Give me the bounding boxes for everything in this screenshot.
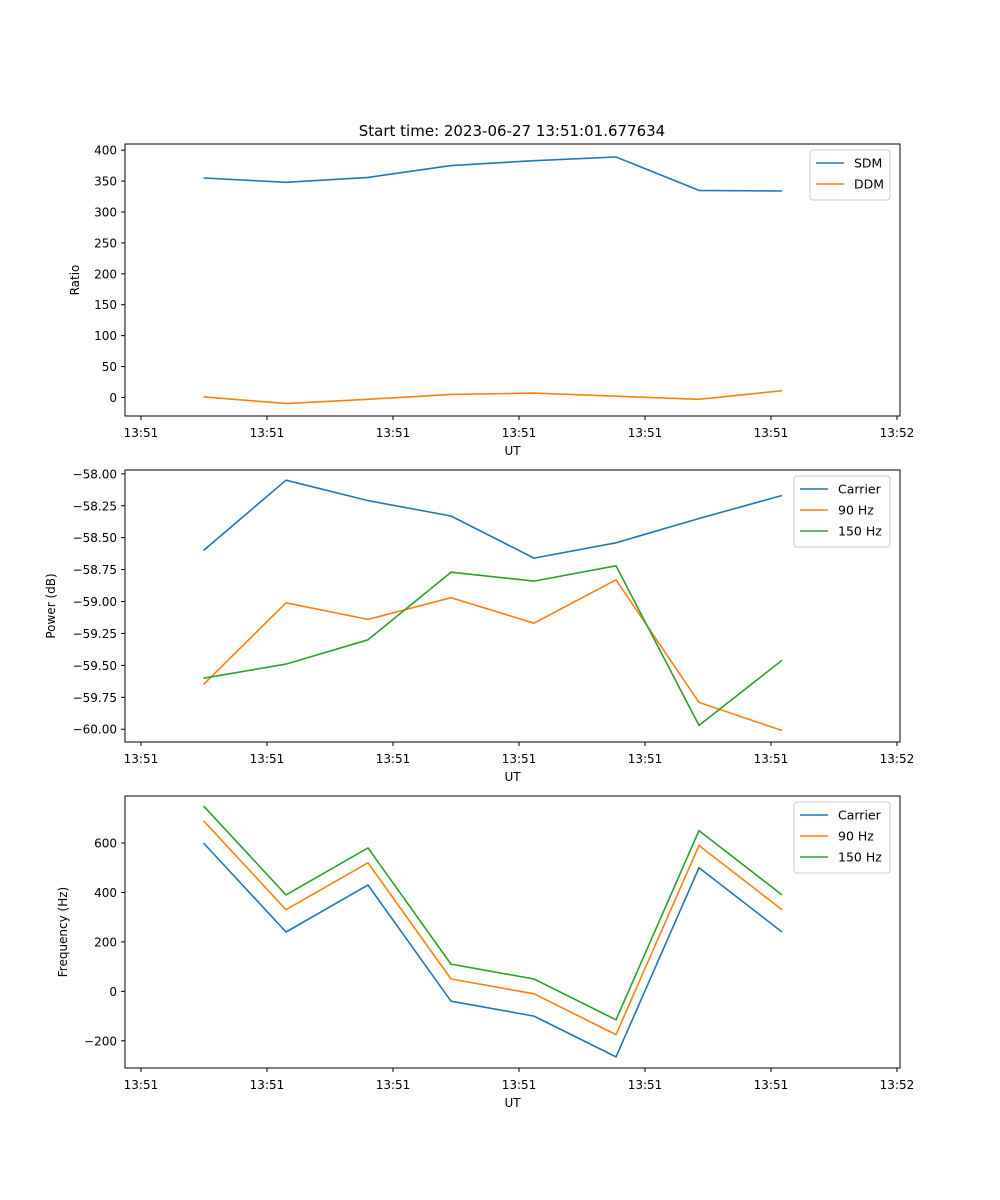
y-tick-label: 150 <box>94 298 117 312</box>
x-axis-label: UT <box>504 770 521 784</box>
series-line-3 <box>202 805 783 1021</box>
power-chart: −58.00 −58.25 −58.50 −58.75 −59.00 −59.25 −59.… <box>44 467 914 784</box>
axes-frame <box>124 143 901 417</box>
legend-label: 90 Hz <box>838 503 874 518</box>
legend-label: SDM <box>854 156 882 171</box>
y-tick-label: 350 <box>94 175 117 189</box>
x-tick-label: 13:51 <box>376 752 411 766</box>
x-tick-label: 13:51 <box>502 1078 537 1092</box>
axes-frame <box>124 795 901 1069</box>
x-axis-label: UT <box>504 1096 521 1110</box>
y-tick-label: −58.00 <box>73 467 117 481</box>
y-tick-label: −59.00 <box>73 595 117 609</box>
y-tick-label: 400 <box>94 144 117 158</box>
y-tick-label: −59.50 <box>73 659 117 673</box>
series-line-2 <box>203 389 783 405</box>
x-tick-label: 13:51 <box>124 1078 159 1092</box>
x-tick-label: 13:51 <box>628 426 663 440</box>
series-line-2 <box>202 820 783 1036</box>
legend-box <box>793 475 891 548</box>
x-tick-label: 13:51 <box>628 752 663 766</box>
y-tick-label: −59.75 <box>73 691 117 705</box>
legend-label: 150 Hz <box>838 524 882 539</box>
x-tick-label: 13:52 <box>880 752 915 766</box>
series-line-1 <box>203 156 783 192</box>
x-tick-label: 13:51 <box>124 426 159 440</box>
y-axis-label: Power (dB) <box>44 573 58 638</box>
x-tick-label: 13:51 <box>754 752 789 766</box>
frequency-chart: −200 0 200 400 600 13:51 13:51 13:51 13:51 13:51 1… <box>56 795 915 1110</box>
series-line-3 <box>203 564 783 727</box>
y-tick-label: 0 <box>109 391 117 405</box>
legend-label: 150 Hz <box>838 850 882 865</box>
x-tick-label: 13:51 <box>250 752 285 766</box>
x-axis-label: UT <box>504 444 521 458</box>
y-tick-label: −58.25 <box>73 499 117 513</box>
y-tick-label: 400 <box>94 886 117 900</box>
x-tick-label: 13:52 <box>880 1078 915 1092</box>
y-tick-label: 250 <box>94 236 117 250</box>
series-line-1 <box>202 479 783 559</box>
legend-label: 90 Hz <box>838 829 874 844</box>
y-tick-label: 0 <box>109 985 117 999</box>
y-tick-label: −200 <box>84 1034 117 1048</box>
y-tick-label: −60.00 <box>73 723 117 737</box>
series-line-2 <box>202 578 783 732</box>
y-tick-label: −58.50 <box>73 531 117 545</box>
y-tick-label: −59.25 <box>73 627 117 641</box>
y-tick-label: −58.75 <box>73 563 117 577</box>
x-tick-label: 13:51 <box>124 752 159 766</box>
x-tick-label: 13:51 <box>250 426 285 440</box>
x-tick-label: 13:51 <box>250 1078 285 1092</box>
y-tick-label: 100 <box>94 329 117 343</box>
x-tick-label: 13:51 <box>502 426 537 440</box>
axes-frame <box>124 469 901 743</box>
x-tick-label: 13:51 <box>502 752 537 766</box>
x-tick-label: 13:52 <box>880 426 915 440</box>
x-tick-label: 13:51 <box>628 1078 663 1092</box>
series-line-1 <box>202 842 783 1058</box>
x-tick-label: 13:51 <box>754 1078 789 1092</box>
x-tick-label: 13:51 <box>754 426 789 440</box>
chart-title: Start time: 2023-06-27 13:51:01.677634 <box>359 122 665 140</box>
y-tick-label: 200 <box>94 935 117 949</box>
x-tick-label: 13:51 <box>376 426 411 440</box>
x-tick-label: 13:51 <box>376 1078 411 1092</box>
y-axis-label: Frequency (Hz) <box>56 887 70 978</box>
y-tick-label: 200 <box>94 267 117 281</box>
y-tick-label: 300 <box>94 206 117 220</box>
y-axis-label: Ratio <box>68 265 82 296</box>
ratio-chart: 0 50 100 150 200 250 300 350 400 13:51 13:51 13:51 1… <box>68 143 915 458</box>
y-tick-label: 600 <box>94 836 117 850</box>
legend-label: DDM <box>854 177 884 192</box>
legend-label: Carrier <box>838 808 882 823</box>
legend-box <box>793 801 891 874</box>
y-tick-label: 50 <box>102 360 117 374</box>
legend-label: Carrier <box>838 482 882 497</box>
